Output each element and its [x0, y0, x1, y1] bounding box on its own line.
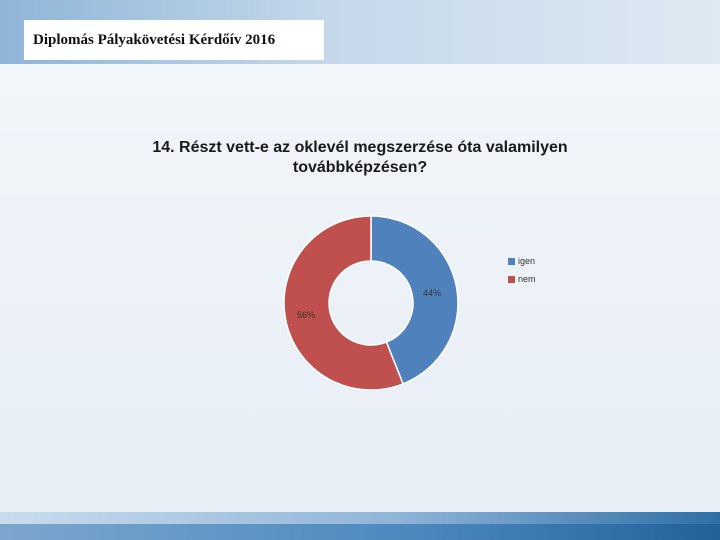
legend-swatch-igen [508, 257, 515, 265]
donut-slice-igen [370, 215, 459, 385]
title-box [24, 20, 324, 60]
slide-title: Diplomás Pályakövetési Kérdőív 2016 [33, 32, 276, 48]
legend-label-igen: igen [518, 256, 536, 266]
legend-item-igen: igen [508, 255, 535, 267]
data-label-nem: 56% [297, 310, 316, 320]
legend-swatch-nem [508, 275, 515, 283]
data-label-igen: 44% [423, 288, 442, 298]
donut-slice-nem [283, 215, 405, 391]
chart-title: 14. Részt vett-e az oklevél megszerzése … [152, 139, 568, 176]
footer-band-accent [0, 524, 720, 540]
legend-item-nem: nem [508, 273, 536, 285]
legend-label-nem: nem [518, 274, 536, 284]
